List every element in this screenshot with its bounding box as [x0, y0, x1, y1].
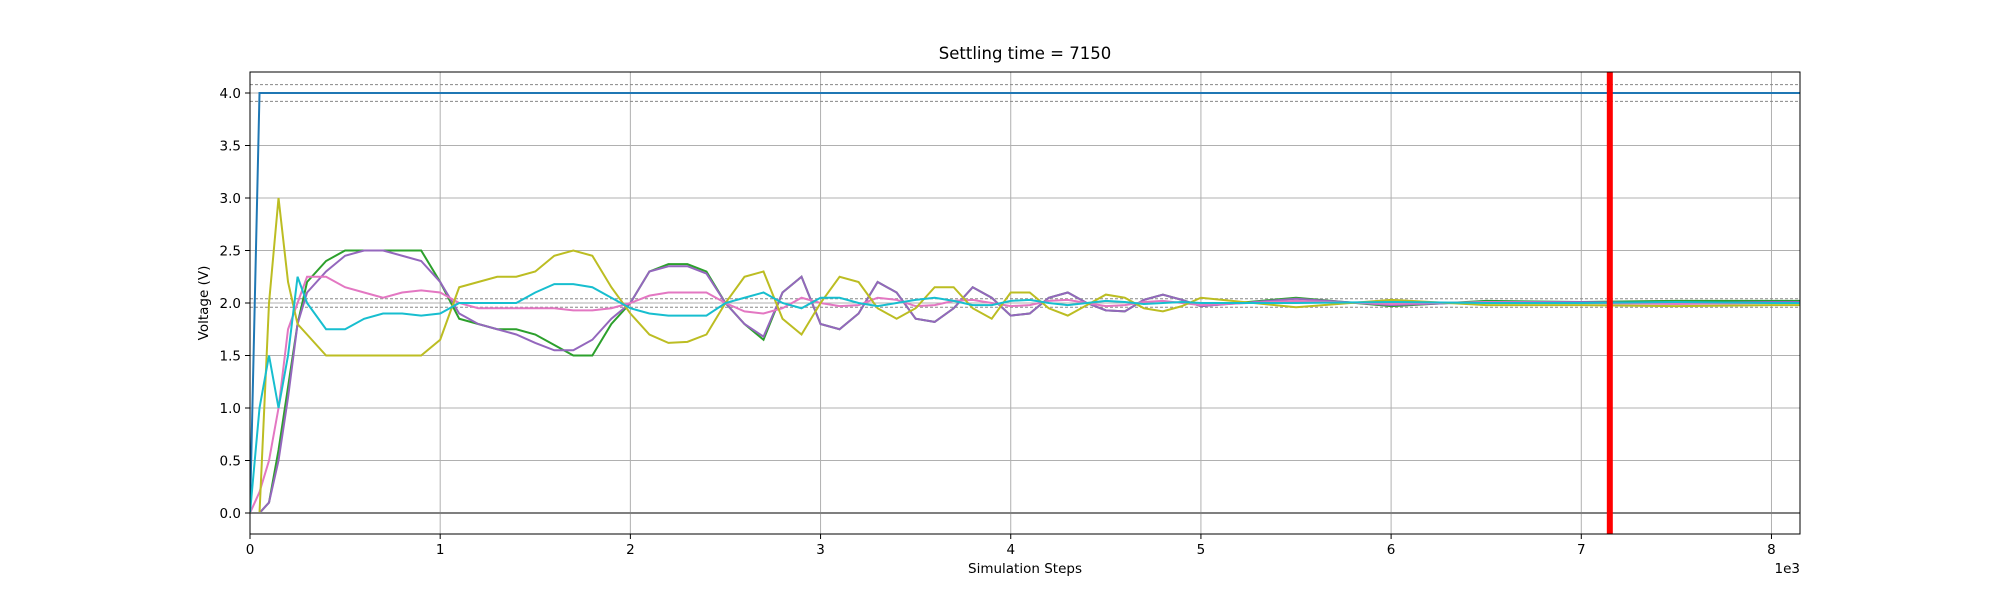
axes-frame — [249, 71, 1801, 535]
x-tick-label: 3 — [816, 542, 825, 558]
series-line — [250, 92, 1800, 514]
x-tick-label: 2 — [626, 542, 635, 558]
y-tick-label: 2.0 — [220, 296, 241, 312]
chart-title: Settling time = 7150 — [939, 44, 1112, 63]
x-tick-label: 0 — [246, 542, 255, 558]
y-tick-label: 2.5 — [220, 244, 241, 260]
y-tick-label: 1.5 — [220, 349, 241, 365]
y-tick-label: 4.0 — [220, 86, 241, 102]
y-tick-label: 0.0 — [220, 506, 241, 522]
x-tick-label: 1 — [436, 542, 445, 558]
y-axis-label: Voltage (V) — [196, 266, 212, 341]
y-tick-label: 0.5 — [220, 454, 241, 470]
x-axis-label: Simulation Steps — [968, 561, 1082, 577]
series-line — [250, 276, 1800, 514]
x-offset-label: 1e3 — [1775, 561, 1800, 577]
x-tick-label: 4 — [1006, 542, 1015, 558]
x-tick-label: 7 — [1577, 542, 1586, 558]
y-tick-label: 1.0 — [220, 401, 241, 417]
y-tick-label: 3.0 — [220, 191, 241, 207]
x-tick-label: 5 — [1197, 542, 1206, 558]
y-tick-label: 3.5 — [220, 139, 241, 155]
series-line — [250, 197, 1800, 514]
series-line — [250, 275, 1800, 514]
x-tick-label: 8 — [1767, 542, 1776, 558]
plot-area — [250, 72, 1800, 534]
x-tick-label: 6 — [1387, 542, 1396, 558]
series-line — [250, 249, 1800, 514]
